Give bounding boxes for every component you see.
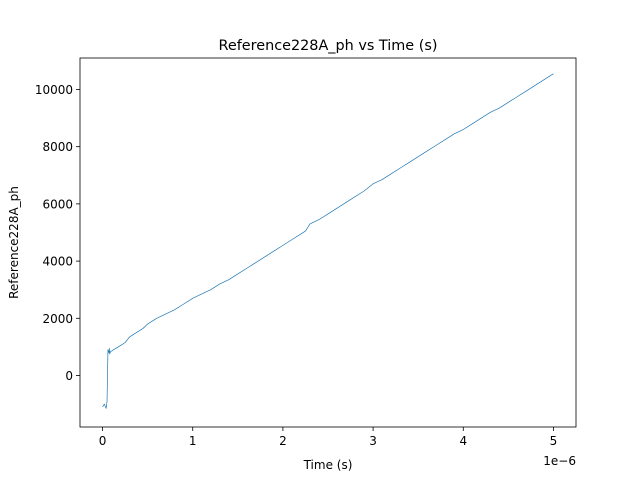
y-axis-ticks: 0 2000 4000 6000 8000 10000: [35, 83, 80, 383]
x-tick-label: 4: [459, 434, 467, 448]
y-tick-label: 6000: [42, 197, 73, 211]
series-line: [102, 73, 554, 409]
x-axis-ticks: 0 1 2 3 4 5: [99, 427, 558, 448]
y-tick-label: 2000: [42, 312, 73, 326]
x-tick-label: 5: [550, 434, 558, 448]
x-tick-label: 1: [189, 434, 197, 448]
x-axis-label: Time (s): [303, 458, 353, 472]
y-tick-label: 0: [65, 369, 73, 383]
x-tick-label: 2: [279, 434, 287, 448]
y-tick-label: 8000: [42, 140, 73, 154]
y-tick-label: 10000: [35, 83, 73, 97]
x-tick-label: 3: [369, 434, 377, 448]
y-tick-label: 4000: [42, 255, 73, 269]
plot-area: [102, 73, 554, 409]
y-axis-label: Reference228A_ph: [7, 186, 21, 299]
x-axis-offset-text: 1e−6: [543, 454, 576, 468]
axes-frame: [79, 57, 577, 428]
x-tick-label: 0: [99, 434, 107, 448]
chart-title: Reference228A_ph vs Time (s): [219, 38, 438, 54]
